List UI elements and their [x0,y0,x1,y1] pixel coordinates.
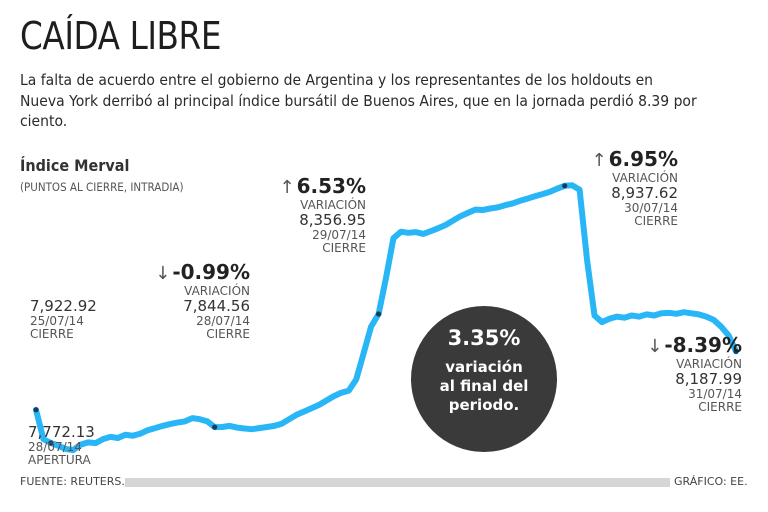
annotation-date: 28/07/14 [28,440,82,454]
merval-line [33,182,739,454]
summary-pct: 3.35% [447,326,521,350]
annotation-variation: VARIACIÓN [676,357,742,371]
arrow-down-icon: ↓ [647,336,663,357]
graphic-credit: GRÁFICO: EE. [674,475,748,488]
annotation-date: 29/07/14 [312,228,366,242]
annotation-variation: VARIACIÓN [184,284,250,298]
index-label: Índice Merval [20,156,130,175]
data-point-marker [48,440,54,446]
source-credit: FUENTE: REUTERS. [20,475,125,488]
annotation-close-0725: 7,922.92 25/07/14 CIERRE [30,298,97,341]
annotation-pct: 6.53% [296,174,366,198]
summary-text-line: variación [445,358,523,376]
footer-divider [125,478,670,487]
data-point-marker [733,348,739,354]
annotation-date: 25/07/14 [30,314,84,328]
data-point-marker [212,424,218,430]
annotation-variation: VARIACIÓN [612,171,678,185]
summary-bubble: 3.35% variación al final del periodo. [411,306,557,452]
annotation-close-0731: ↓ -8.39% VARIACIÓN 8,187.99 31/07/14 CIER… [622,334,742,414]
annotation-value: 7,772.13 [28,423,95,441]
annotation-label: APERTURA [28,453,91,467]
annotation-label: CIERRE [698,400,742,414]
annotation-value: 8,356.95 [299,211,366,229]
annotation-value: 7,922.92 [30,297,97,315]
annotation-pct: 6.95% [608,147,678,171]
arrow-down-icon: ↓ [155,263,171,284]
summary-text-line: periodo. [448,396,520,414]
annotation-close-0730: ↑ 6.95% VARIACIÓN 8,937.62 30/07/14 CIERR… [566,148,678,228]
page-title: CAÍDA LIBRE [20,14,222,58]
annotation-label: CIERRE [206,327,250,341]
annotation-value: 7,844.56 [183,297,250,315]
data-point-marker [33,407,39,413]
annotation-value: 8,937.62 [611,184,678,202]
index-sublabel: (PUNTOS AL CIERRE, INTRADIA) [20,180,184,194]
summary-text-line: al final del [439,377,529,395]
annotation-close-0728: ↓ -0.99% VARIACIÓN 7,844.56 28/07/14 CIER… [128,261,250,341]
arrow-up-icon: ↑ [279,177,295,198]
annotation-variation: VARIACIÓN [300,198,366,212]
annotation-label: CIERRE [30,327,74,341]
markers-group [33,183,739,446]
intro-text: La falta de acuerdo entre el gobierno de… [20,71,697,130]
arrow-up-icon: ↑ [591,150,607,171]
annotation-date: 30/07/14 [624,201,678,215]
annotation-close-0729: ↑ 6.53% VARIACIÓN 8,356.95 29/07/14 CIERR… [254,175,366,255]
data-point-marker [376,311,382,317]
annotation-pct: -8.39% [664,333,742,357]
summary-text: variación al final del periodo. [411,358,557,415]
annotation-date: 31/07/14 [688,387,742,401]
data-point-marker [562,183,568,189]
annotation-value: 8,187.99 [675,370,742,388]
annotation-label: CIERRE [634,214,678,228]
annotation-label: CIERRE [322,241,366,255]
annotation-open-0728: 7,772.13 28/07/14 APERTURA [28,424,95,467]
annotation-date: 28/07/14 [196,314,250,328]
annotation-pct: -0.99% [172,260,250,284]
